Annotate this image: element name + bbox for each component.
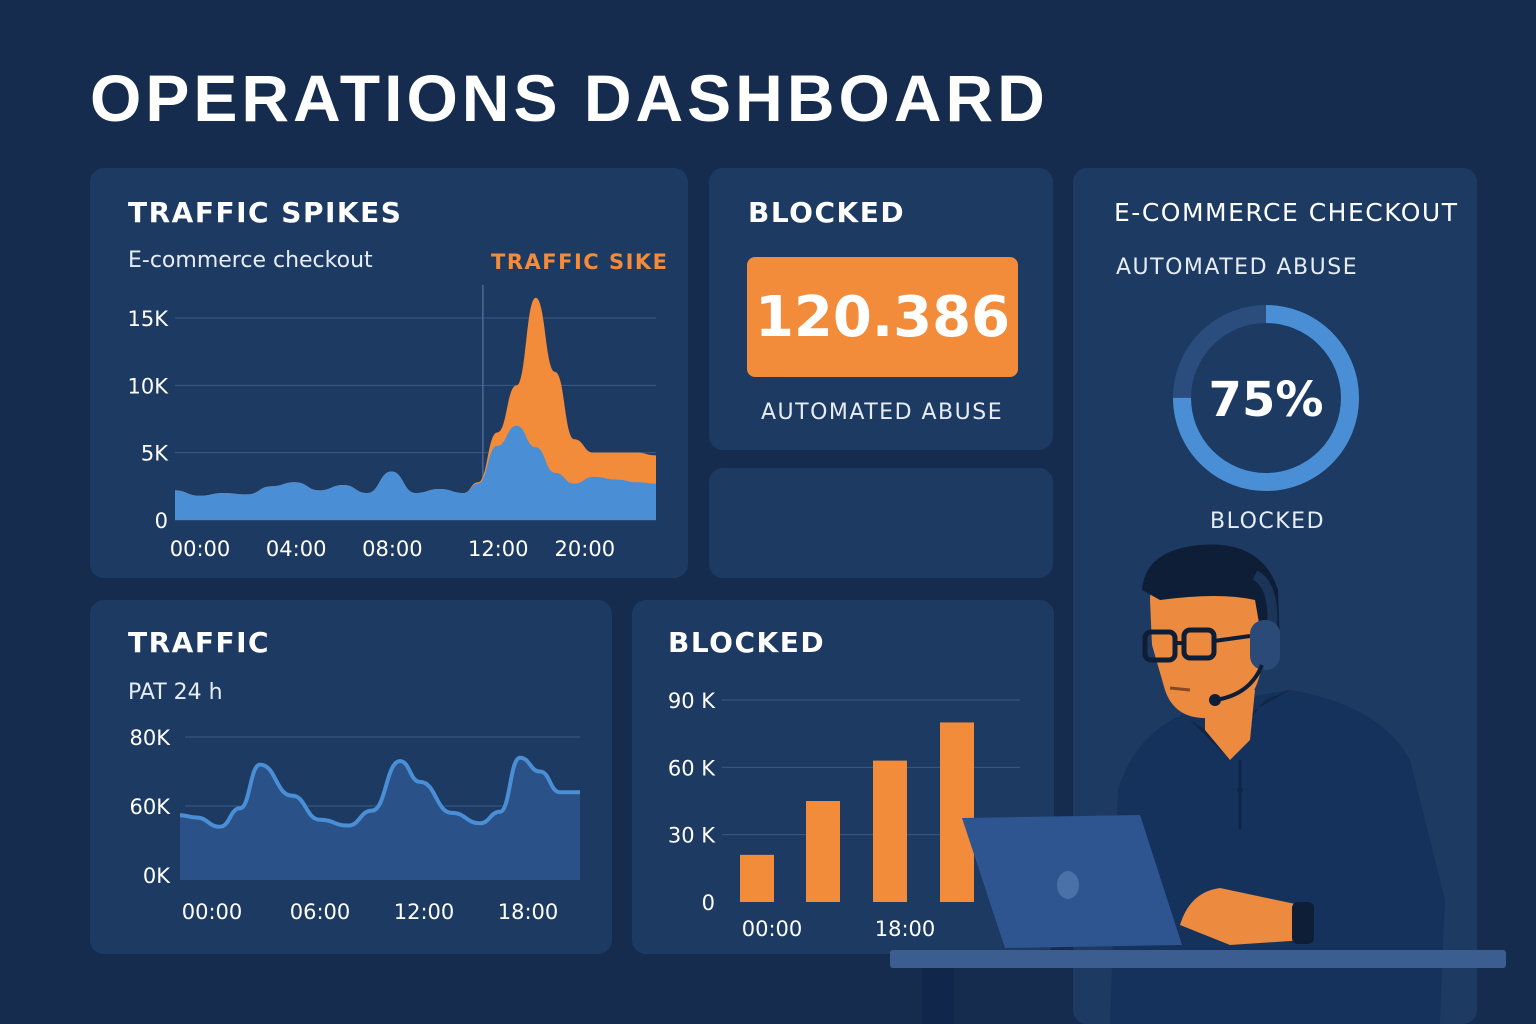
x-tick-label: 18:00 <box>875 917 936 941</box>
bar <box>806 801 840 902</box>
x-tick-label: 12:00 <box>468 537 529 561</box>
x-tick-label: 08:00 <box>362 537 423 561</box>
y-tick-label: 15K <box>128 307 170 331</box>
donut-card-heading: E-COMMERCE CHECKOUT <box>1114 198 1459 227</box>
traffic-subtitle: PAT 24 h <box>128 680 223 705</box>
x-tick-label: 00:00 <box>742 917 803 941</box>
page-title: OPERATIONS DASHBOARD <box>90 61 1049 135</box>
y-tick-label: 0 <box>155 509 168 533</box>
blocked-kpi-heading: BLOCKED <box>748 196 906 229</box>
y-tick-label: 10K <box>128 374 170 398</box>
y-tick-label: 90 K <box>668 689 716 713</box>
x-tick-label: 00:00 <box>182 900 243 924</box>
y-tick-label: 0K <box>143 864 171 888</box>
x-tick-label: 12:00 <box>394 900 455 924</box>
donut-percent-label: 75% <box>1209 372 1324 428</box>
y-tick-label: 60 K <box>668 756 716 780</box>
traffic-heading: TRAFFIC <box>128 626 271 659</box>
x-tick-label: 18:00 <box>498 900 559 924</box>
traffic-spikes-heading: TRAFFIC SPIKES <box>128 196 403 229</box>
x-tick-label: 06:00 <box>290 900 351 924</box>
traffic-line <box>179 755 580 829</box>
y-tick-label: 5K <box>141 442 169 466</box>
donut-card-subheading: AUTOMATED ABUSE <box>1116 255 1359 280</box>
blocked-bars-card <box>632 600 1054 954</box>
empty-card <box>709 468 1053 578</box>
x-tick-label: 00:00 <box>170 537 231 561</box>
blocked-bars-heading: BLOCKED <box>668 626 826 659</box>
y-tick-label: 30 K <box>668 824 716 848</box>
blocked-kpi-caption: AUTOMATED ABUSE <box>761 400 1004 425</box>
donut-slice-blocked <box>1173 305 1359 491</box>
bar <box>873 760 907 902</box>
y-tick-label: 60K <box>130 795 172 819</box>
x-tick-label: 04:00 <box>266 537 327 561</box>
baseline-series-area <box>175 425 656 520</box>
y-tick-label: 80K <box>130 726 172 750</box>
traffic-spikes-subtitle: E-commerce checkout <box>128 248 373 273</box>
traffic-spike-annotation: TRAFFIC SIKE <box>491 250 669 274</box>
bar <box>740 854 774 902</box>
bar <box>940 722 974 902</box>
blocked-kpi-value: 120.386 <box>747 257 1018 377</box>
x-tick-label: 20:00 <box>555 537 616 561</box>
y-tick-label: 0 <box>702 891 715 915</box>
donut-caption: BLOCKED <box>1210 509 1326 534</box>
